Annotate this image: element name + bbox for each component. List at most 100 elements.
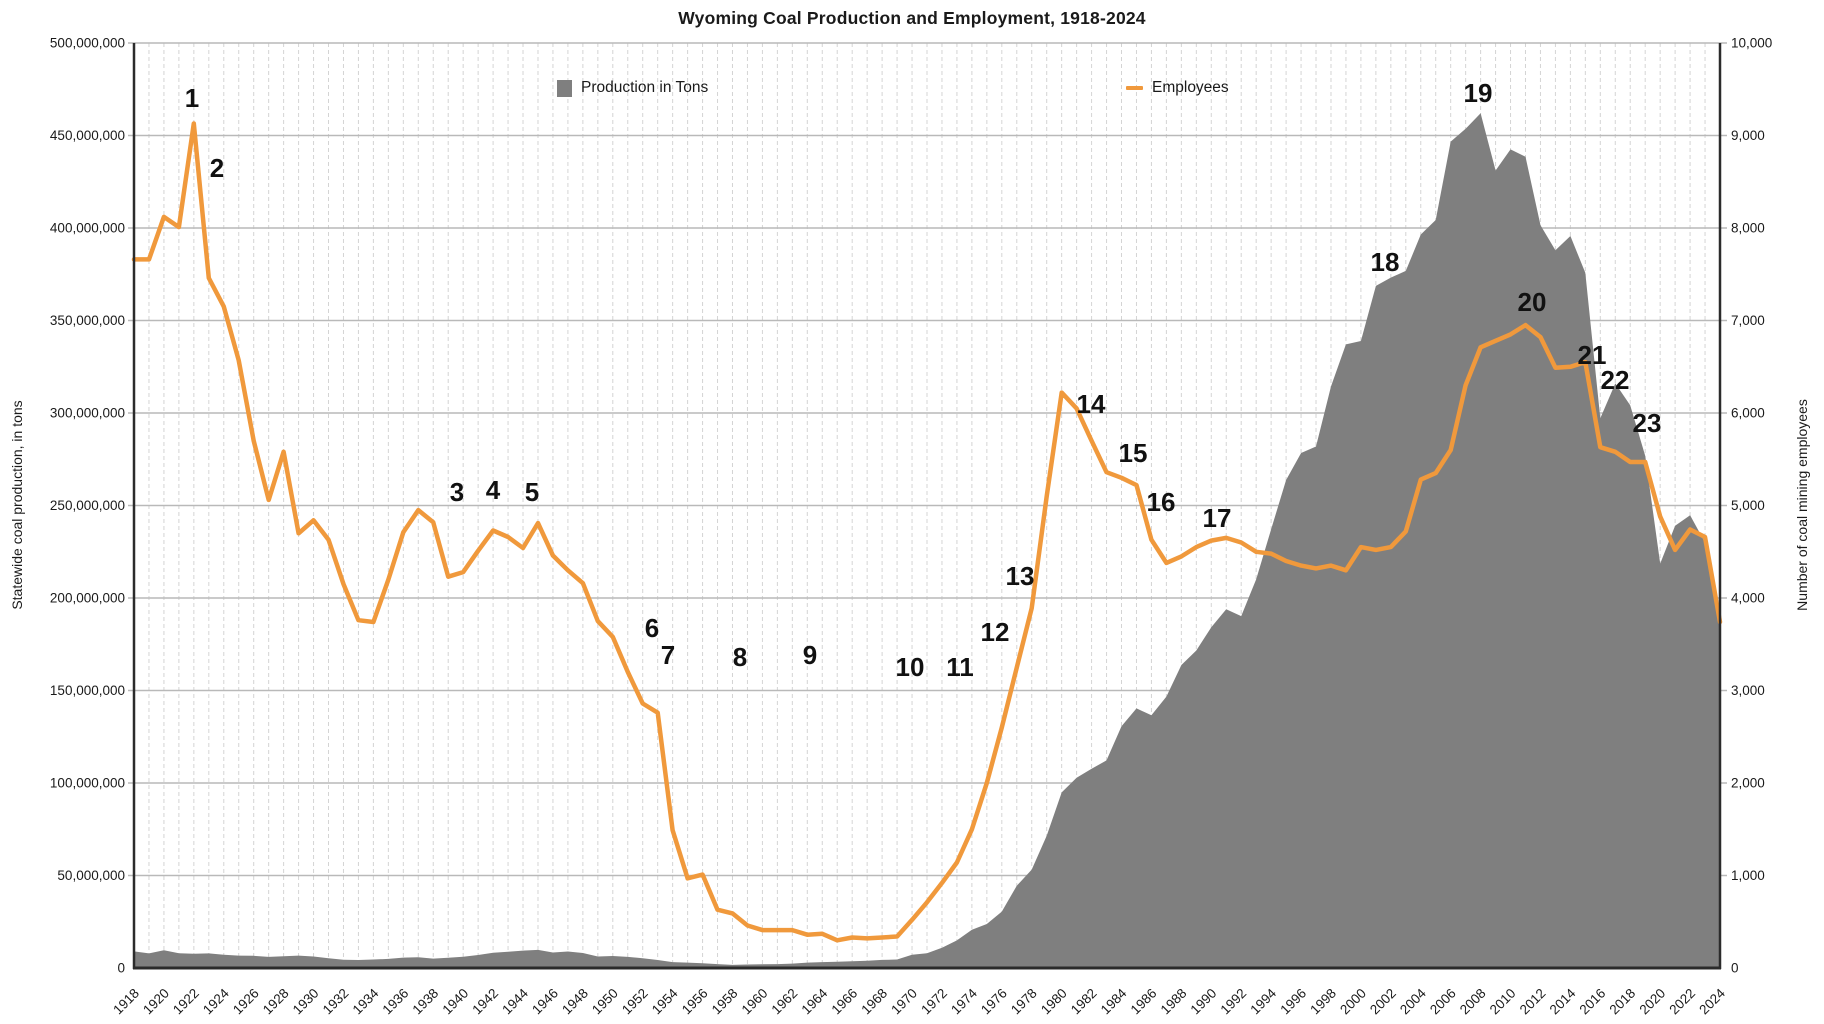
left-axis-tick-labels: 0 50,000,000 100,000,000 150,000,000 200,000… — [50, 36, 125, 976]
svg-text:5,000: 5,000 — [1731, 498, 1765, 513]
svg-text:150,000,000: 150,000,000 — [50, 683, 125, 698]
svg-text:1924: 1924 — [200, 985, 232, 1017]
svg-text:9,000: 9,000 — [1731, 128, 1765, 143]
svg-text:1998: 1998 — [1307, 986, 1339, 1018]
svg-text:1958: 1958 — [709, 986, 741, 1018]
svg-text:1976: 1976 — [978, 986, 1010, 1018]
svg-text:2,000: 2,000 — [1731, 776, 1765, 791]
svg-text:0: 0 — [117, 961, 125, 976]
annotation-16: 16 — [1147, 487, 1176, 517]
annotation-7: 7 — [661, 640, 675, 670]
svg-text:50,000,000: 50,000,000 — [57, 868, 125, 883]
svg-text:1986: 1986 — [1128, 986, 1160, 1018]
annotation-19: 19 — [1464, 78, 1493, 108]
legend-employees: Employees — [1126, 79, 1229, 97]
svg-text:1950: 1950 — [589, 986, 621, 1018]
svg-text:2014: 2014 — [1547, 985, 1579, 1017]
svg-text:2008: 2008 — [1457, 986, 1489, 1018]
production-area — [134, 113, 1720, 969]
svg-text:1996: 1996 — [1277, 986, 1309, 1018]
svg-text:1982: 1982 — [1068, 986, 1100, 1018]
annotation-12: 12 — [981, 617, 1010, 647]
annotation-6: 6 — [645, 613, 659, 643]
annotation-9: 9 — [803, 640, 817, 670]
svg-text:1988: 1988 — [1158, 986, 1190, 1018]
annotation-14: 14 — [1077, 389, 1106, 419]
svg-text:1928: 1928 — [260, 986, 292, 1018]
svg-text:1952: 1952 — [619, 986, 651, 1018]
svg-text:1964: 1964 — [799, 985, 831, 1017]
svg-text:1966: 1966 — [828, 986, 860, 1018]
svg-text:1926: 1926 — [230, 986, 262, 1018]
annotation-11: 11 — [946, 652, 974, 682]
annotation-2: 2 — [210, 153, 224, 183]
svg-text:2002: 2002 — [1367, 986, 1399, 1018]
chart-title: Wyoming Coal Production and Employment, … — [678, 8, 1146, 28]
annotation-23: 23 — [1633, 408, 1662, 438]
svg-text:1940: 1940 — [439, 986, 471, 1018]
svg-text:2020: 2020 — [1636, 986, 1668, 1018]
annotation-13: 13 — [1006, 561, 1035, 591]
svg-text:200,000,000: 200,000,000 — [50, 591, 125, 606]
svg-text:250,000,000: 250,000,000 — [50, 498, 125, 513]
svg-text:3,000: 3,000 — [1731, 683, 1765, 698]
svg-text:1936: 1936 — [380, 986, 412, 1018]
annotation-8: 8 — [733, 642, 747, 672]
svg-text:1980: 1980 — [1038, 986, 1070, 1018]
svg-text:2018: 2018 — [1606, 986, 1638, 1018]
svg-text:1922: 1922 — [170, 986, 202, 1018]
annotation-21: 21 — [1578, 340, 1607, 370]
svg-text:4,000: 4,000 — [1731, 591, 1765, 606]
legend-production-label: Production in Tons — [581, 79, 709, 96]
svg-text:1968: 1968 — [858, 986, 890, 1018]
svg-text:1930: 1930 — [290, 986, 322, 1018]
svg-text:1,000: 1,000 — [1731, 868, 1765, 883]
svg-text:1962: 1962 — [769, 986, 801, 1018]
svg-text:10,000: 10,000 — [1731, 36, 1772, 51]
svg-text:2010: 2010 — [1487, 986, 1519, 1018]
svg-text:1934: 1934 — [350, 985, 382, 1017]
svg-text:1990: 1990 — [1188, 986, 1220, 1018]
svg-text:6,000: 6,000 — [1731, 406, 1765, 421]
svg-text:300,000,000: 300,000,000 — [50, 406, 125, 421]
employees-line — [131, 121, 1723, 943]
svg-text:1974: 1974 — [948, 985, 980, 1017]
svg-text:2012: 2012 — [1517, 986, 1549, 1018]
right-axis-tick-labels: 0 1,000 2,000 3,000 4,000 5,000 6,000 7,000 8,00… — [1731, 36, 1772, 976]
annotation-20: 20 — [1518, 287, 1547, 317]
employees-swatch-icon — [1126, 86, 1143, 90]
svg-text:1960: 1960 — [739, 986, 771, 1018]
svg-text:8,000: 8,000 — [1731, 221, 1765, 236]
svg-text:1948: 1948 — [559, 986, 591, 1018]
svg-text:1938: 1938 — [409, 986, 441, 1018]
svg-text:1970: 1970 — [888, 986, 920, 1018]
annotation-17: 17 — [1203, 503, 1232, 533]
svg-text:1954: 1954 — [649, 985, 681, 1017]
annotation-15: 15 — [1119, 438, 1148, 468]
right-axis-title: Number of coal mining employees — [1794, 399, 1810, 611]
annotation-18: 18 — [1371, 247, 1400, 277]
svg-text:2024: 2024 — [1696, 985, 1728, 1017]
annotation-22: 22 — [1601, 365, 1630, 395]
svg-text:1932: 1932 — [320, 986, 352, 1018]
svg-text:1984: 1984 — [1098, 985, 1130, 1017]
svg-text:0: 0 — [1731, 961, 1739, 976]
svg-text:2004: 2004 — [1397, 985, 1429, 1017]
svg-text:1918: 1918 — [110, 986, 142, 1018]
svg-text:1994: 1994 — [1247, 985, 1279, 1017]
svg-text:1992: 1992 — [1217, 986, 1249, 1018]
svg-text:2022: 2022 — [1666, 986, 1698, 1018]
svg-text:1978: 1978 — [1008, 986, 1040, 1018]
svg-text:450,000,000: 450,000,000 — [50, 128, 125, 143]
svg-text:1946: 1946 — [529, 986, 561, 1018]
svg-text:2016: 2016 — [1577, 986, 1609, 1018]
production-swatch-icon — [557, 79, 572, 97]
svg-text:2000: 2000 — [1337, 986, 1369, 1018]
legend-production: Production in Tons — [557, 79, 708, 97]
svg-text:2006: 2006 — [1427, 986, 1459, 1018]
svg-text:1920: 1920 — [140, 986, 172, 1018]
legend-employees-label: Employees — [1152, 79, 1229, 96]
svg-text:1956: 1956 — [679, 986, 711, 1018]
